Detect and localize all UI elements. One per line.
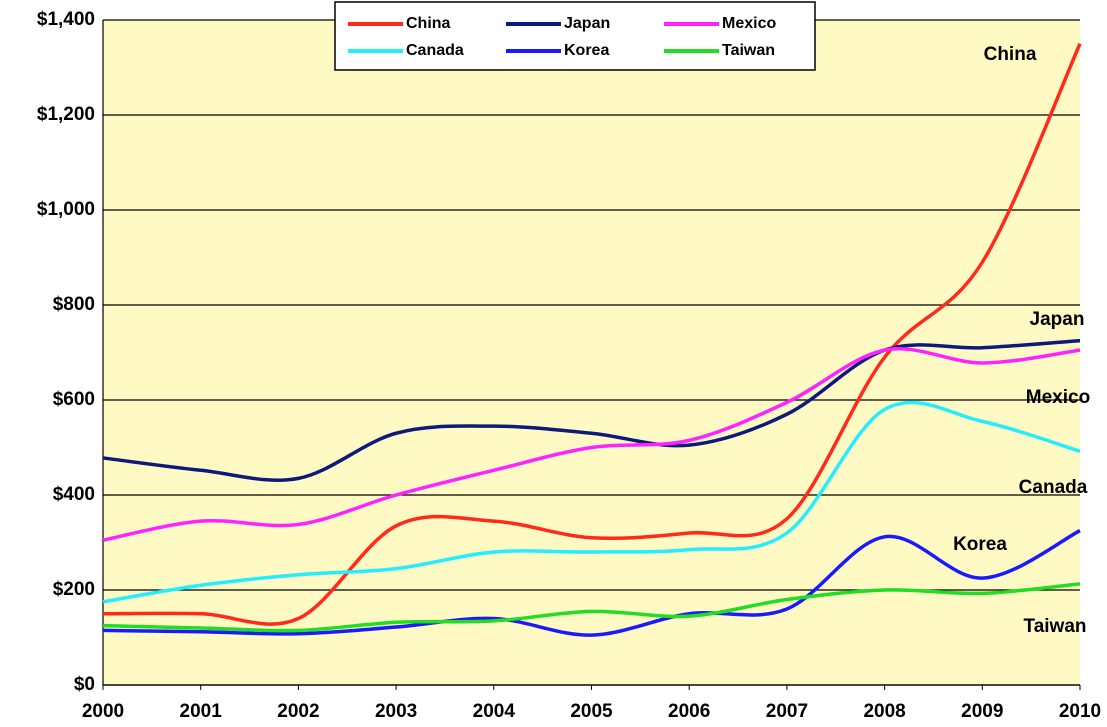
series-line	[102, 347, 1081, 542]
x-tick-label: 2007	[766, 701, 808, 722]
y-tick-label: $1,400	[37, 9, 95, 30]
y-tick-label: $200	[53, 579, 95, 600]
y-tick-label: $600	[53, 389, 95, 410]
x-tick-label: 2006	[668, 701, 710, 722]
plot-area	[103, 20, 1080, 685]
legend-label: Japan	[564, 15, 610, 32]
x-tick-label: 2009	[961, 701, 1003, 722]
series-annotation: China	[984, 44, 1037, 65]
series-line	[102, 43, 1082, 626]
y-tick-label: $1,200	[37, 104, 95, 125]
series-annotation: Mexico	[1026, 387, 1090, 408]
series-line	[102, 400, 1081, 604]
series-annotation: Taiwan	[1024, 616, 1087, 637]
x-tick-label: 2004	[473, 701, 516, 722]
series-annotation: Canada	[1019, 477, 1088, 498]
legend-label: Mexico	[722, 15, 776, 32]
x-tick-label: 2001	[180, 701, 223, 722]
legend-box	[334, 1, 816, 71]
series-annotation: Japan	[1030, 309, 1085, 330]
legend-label: Korea	[564, 42, 609, 59]
legend-label: Taiwan	[722, 42, 775, 59]
series-line	[102, 529, 1081, 637]
y-tick-label: $400	[53, 484, 95, 505]
y-tick-label: $800	[53, 294, 95, 315]
x-tick-label: 2003	[375, 701, 417, 722]
series-line	[102, 338, 1081, 482]
x-tick-label: 2002	[277, 701, 319, 722]
x-tick-label: 2008	[863, 701, 905, 722]
x-tick-label: 2010	[1059, 701, 1101, 722]
y-tick-label: $0	[74, 674, 95, 695]
x-tick-label: 2000	[82, 701, 124, 722]
series-line	[102, 582, 1081, 633]
y-tick-label: $1,000	[37, 199, 95, 220]
x-tick-label: 2005	[570, 701, 613, 722]
series-annotation: Korea	[953, 534, 1007, 555]
legend-label: China	[406, 15, 451, 32]
legend-label: Canada	[406, 42, 464, 59]
